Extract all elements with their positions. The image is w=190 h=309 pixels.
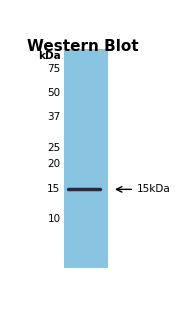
Text: 15kDa: 15kDa — [137, 184, 171, 194]
Text: kDa: kDa — [38, 51, 61, 61]
Text: Western Blot: Western Blot — [27, 40, 138, 54]
Bar — [63, 49, 108, 268]
Text: 10: 10 — [48, 214, 61, 224]
Text: 20: 20 — [48, 159, 61, 169]
Text: 15: 15 — [47, 184, 61, 194]
Text: 37: 37 — [47, 112, 61, 122]
Text: 25: 25 — [47, 143, 61, 153]
Text: 50: 50 — [48, 88, 61, 98]
Text: 75: 75 — [47, 64, 61, 74]
